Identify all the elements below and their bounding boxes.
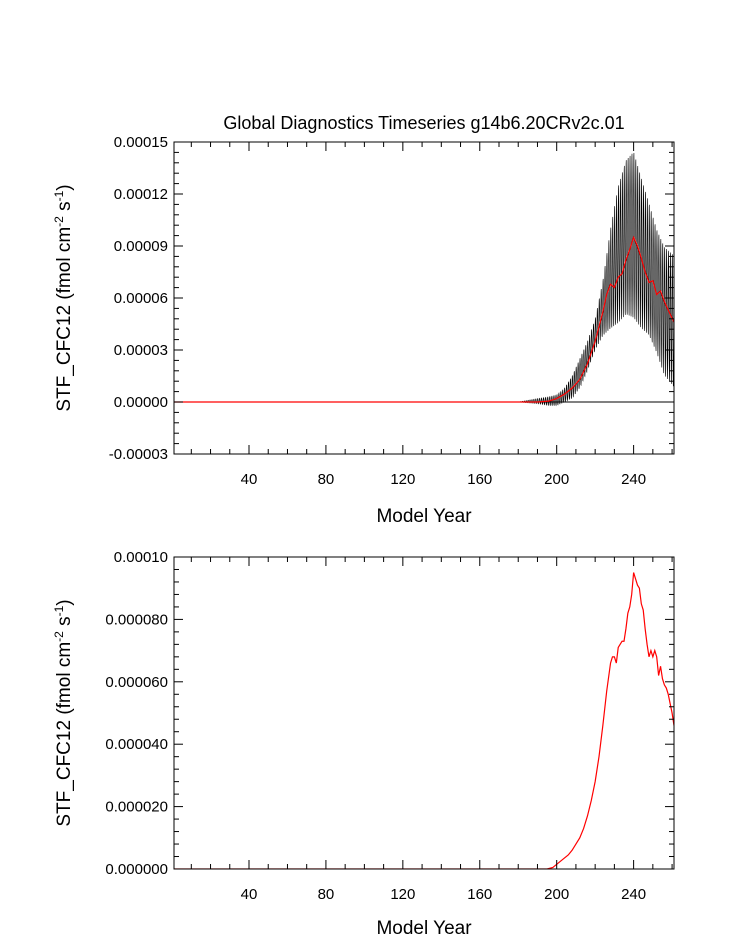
top-chart: 40 80 120 160 200 240 -0.00003 0.00000 0.00003 0.…	[52, 134, 675, 527]
x-tick-label: 160	[467, 886, 492, 903]
y-tick-label: -0.00003	[109, 446, 168, 463]
annual-mean-line	[174, 235, 674, 403]
x-tick-label: 80	[318, 471, 335, 488]
y-axis-title-part: )	[54, 184, 75, 190]
x-tick-label: 40	[241, 471, 258, 488]
y-axis-title-superscript: -1	[52, 605, 66, 616]
y-tick-label: 0.00012	[114, 186, 168, 203]
y-axis-title-part: s	[54, 201, 75, 216]
y-tick-label: 0.00010	[114, 549, 168, 566]
plot-frame	[173, 556, 675, 870]
y-tick-label: 0.000080	[105, 611, 168, 628]
y-tick-label: 0.00015	[114, 134, 168, 151]
x-tick-label: 160	[467, 471, 492, 488]
y-axis-title-part: s	[54, 616, 75, 631]
y-axis-title: STF_CFC12 (fmol cm-2 s-1)	[52, 184, 75, 411]
y-tick-label: 0.000020	[105, 799, 168, 816]
annual-mean-line	[174, 572, 674, 869]
plot-frame	[173, 141, 675, 455]
x-tick-label: 120	[390, 471, 415, 488]
x-tick-label: 40	[241, 886, 258, 903]
y-tick-label: 0.000000	[105, 861, 168, 878]
monthly-series-line	[174, 153, 674, 407]
x-tick-label: 240	[621, 886, 646, 903]
y-axis-title-superscript: -2	[52, 631, 66, 642]
y-axis-title-superscript: -1	[52, 190, 66, 201]
y-axis-title: STF_CFC12 (fmol cm-2 s-1)	[52, 599, 75, 826]
y-tick-label: 0.00009	[114, 238, 168, 255]
x-tick-label: 200	[544, 471, 569, 488]
plot-area	[174, 153, 674, 407]
x-tick-label: 80	[318, 886, 335, 903]
plot-area	[174, 572, 674, 869]
y-tick-label: 0.00000	[114, 394, 168, 411]
y-axis-title-part: )	[54, 599, 75, 605]
y-axis-title-part: STF_CFC12 (fmol cm	[54, 642, 75, 827]
y-tick-label: 0.000040	[105, 736, 168, 753]
x-tick-label: 120	[390, 886, 415, 903]
x-tick-label: 200	[544, 886, 569, 903]
x-axis-title: Model Year	[376, 506, 472, 527]
bottom-chart: 40 80 120 160 200 240 0.000000 0.000020 0.000040…	[52, 549, 675, 939]
y-tick-label: 0.00003	[114, 342, 168, 359]
y-axis-title-superscript: -2	[52, 216, 66, 227]
x-tick-label: 240	[621, 471, 646, 488]
chart-title: Global Diagnostics Timeseries g14b6.20CR…	[223, 113, 624, 133]
y-tick-label: 0.00006	[114, 290, 168, 307]
y-axis-title-part: STF_CFC12 (fmol cm	[54, 227, 75, 412]
y-tick-label: 0.000060	[105, 674, 168, 691]
x-axis-title: Model Year	[376, 918, 472, 939]
